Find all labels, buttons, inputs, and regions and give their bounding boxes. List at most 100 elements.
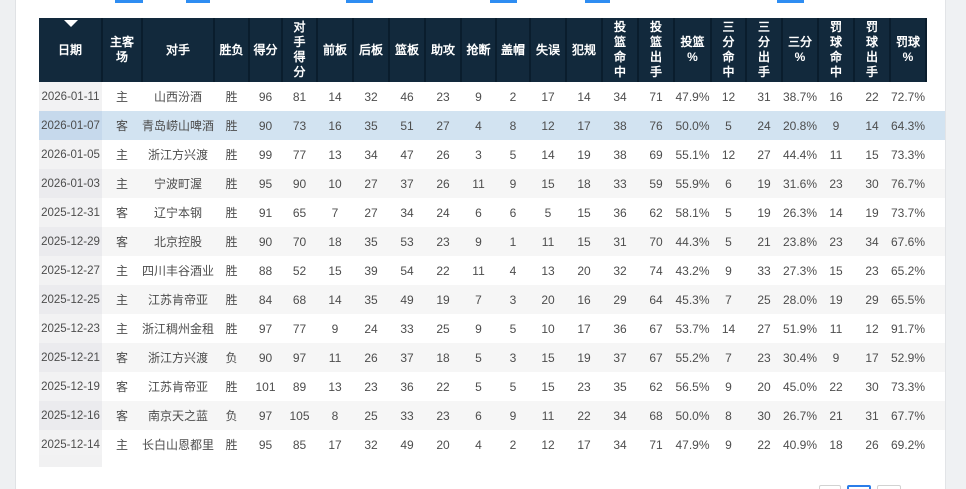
partial-next-row-date-cell (39, 455, 102, 467)
col-header-date[interactable]: 日期 (39, 18, 103, 82)
cell-points: 90 (249, 343, 283, 372)
cell-fouls: 15 (566, 227, 603, 256)
cell-opp_points: 68 (282, 285, 318, 314)
scrollbar-track[interactable] (945, 0, 966, 489)
cell-ft_made: 14 (818, 198, 855, 227)
table-row[interactable]: 2025-12-25 主江苏肯帝亚胜 84 68 14 35 49 19 7 3 20 16 29 64 4… (39, 285, 946, 314)
cell-three_pct: 23.8% (782, 227, 819, 256)
cell-opponent: 青岛崂山啤酒 (142, 111, 215, 140)
cell-three_pct: 26.3% (782, 198, 819, 227)
cell-ft_pct: 73.7% (890, 198, 927, 227)
cell-fouls: 17 (566, 314, 603, 343)
cell-fg_pct: 47.9% (674, 430, 712, 459)
cell-three_pct: 45.0% (782, 372, 819, 401)
cell-ft_made: 19 (818, 285, 855, 314)
cell-three_attempts: 27 (746, 314, 783, 343)
cell-ft_pct: 76.7% (890, 169, 927, 198)
cell-assists: 23 (425, 401, 462, 430)
cell-ft_pct: 67.6% (890, 227, 927, 256)
cell-steals: 11 (461, 169, 497, 198)
pagination-page-button[interactable] (819, 485, 841, 489)
cell-fg_pct: 47.9% (674, 82, 712, 111)
cell-result: 胜 (214, 285, 250, 314)
pagination-page-button[interactable] (877, 485, 901, 489)
cell-points: 90 (249, 111, 283, 140)
table-row[interactable]: 2025-12-19 客江苏肯帝亚胜 101 89 13 23 36 22 5 5 15 23 35 62… (39, 372, 946, 401)
table-row[interactable]: 2025-12-23 主浙江稠州金租胜 97 77 9 24 33 25 9 5 10 17 36 67 5… (39, 314, 946, 343)
cell-date: 2026-01-03 (39, 169, 102, 198)
table-row[interactable]: 2025-12-21 客浙江方兴渡负 90 97 11 26 37 18 5 3 15 19 37 67 5… (39, 343, 946, 372)
cell-fg_attempts: 71 (638, 430, 675, 459)
nav-underline (186, 0, 210, 3)
cell-date: 2025-12-23 (39, 314, 102, 343)
cell-home_away: 主 (102, 169, 142, 198)
col-header-fg_attempts: 投 篮 出 手 (638, 18, 676, 82)
cell-off_rebounds: 16 (317, 111, 354, 140)
left-gutter (0, 0, 16, 489)
cell-result: 胜 (214, 430, 250, 459)
cell-result: 胜 (214, 82, 250, 111)
cell-three_attempts: 25 (746, 285, 783, 314)
cell-points: 88 (249, 256, 283, 285)
nav-underline (346, 0, 373, 3)
nav-underline (777, 0, 804, 3)
col-header-fg_made: 投 篮 命 中 (602, 18, 640, 82)
cell-rebounds: 33 (389, 314, 426, 343)
col-header-rebounds: 篮板 (389, 18, 427, 82)
cell-fg_pct: 50.0% (674, 111, 712, 140)
sort-caret-icon[interactable] (64, 20, 78, 27)
table-row[interactable]: 2025-12-29 客北京控股胜 90 70 18 35 53 23 9 1 11 15 31 70 44… (39, 227, 946, 256)
cell-ft_attempts: 23 (854, 256, 891, 285)
cell-def_rebounds: 35 (353, 227, 390, 256)
cell-result: 负 (214, 343, 250, 372)
cell-ft_made: 9 (818, 111, 855, 140)
cell-off_rebounds: 17 (317, 430, 354, 459)
cell-ft_attempts: 19 (854, 198, 891, 227)
cell-three_pct: 38.7% (782, 82, 819, 111)
cell-fg_attempts: 59 (638, 169, 675, 198)
cell-off_rebounds: 13 (317, 140, 354, 169)
cell-assists: 19 (425, 285, 462, 314)
pagination-page-button-active[interactable] (847, 485, 871, 489)
cell-ft_made: 23 (818, 169, 855, 198)
cell-fg_attempts: 70 (638, 227, 675, 256)
cell-ft_pct: 65.2% (890, 256, 927, 285)
cell-ft_attempts: 29 (854, 285, 891, 314)
table-row[interactable]: 2025-12-16 客南京天之蓝负 97 105 8 25 33 23 6 9 11 22 34 68 5… (39, 401, 946, 430)
cell-fg_made: 33 (602, 169, 639, 198)
table-row[interactable]: 2026-01-11 主山西汾酒胜 96 81 14 32 46 23 9 2 17 14 34 71 47… (39, 82, 946, 111)
table-row[interactable]: 2025-12-14 主长白山恩都里胜 95 85 17 32 49 20 4 2 12 17 34 71… (39, 430, 946, 459)
cell-steals: 5 (461, 372, 497, 401)
cell-blocks: 6 (496, 198, 531, 227)
cell-home_away: 主 (102, 256, 142, 285)
cell-fg_pct: 50.0% (674, 401, 712, 430)
cell-opp_points: 105 (282, 401, 318, 430)
cell-three_pct: 30.4% (782, 343, 819, 372)
cell-ft_attempts: 15 (854, 140, 891, 169)
cell-ft_made: 11 (818, 140, 855, 169)
col-header-spacer (926, 18, 946, 82)
cell-ft_attempts: 31 (854, 401, 891, 430)
cell-fg_made: 31 (602, 227, 639, 256)
cell-assists: 22 (425, 372, 462, 401)
cell-spacer (926, 343, 946, 372)
cell-opponent: 长白山恩都里 (142, 430, 215, 459)
cell-ft_attempts: 26 (854, 430, 891, 459)
cell-fg_attempts: 74 (638, 256, 675, 285)
cell-home_away: 客 (102, 227, 142, 256)
table-row[interactable]: 2025-12-31 客辽宁本钢胜 91 65 7 27 34 24 6 6 5 15 36 62 58.1… (39, 198, 946, 227)
cell-spacer (926, 227, 946, 256)
table-row[interactable]: 2025-12-27 主四川丰谷酒业胜 88 52 15 39 54 22 11 4 13 20 32 7… (39, 256, 946, 285)
stats-table: 日期 主客 场对手 胜负 得分对 手 得 分前板 后板 篮板 助攻 抢断 盖帽 失误 犯规投 篮 命… (39, 18, 946, 459)
table-row[interactable]: 2026-01-05 主浙江方兴渡胜 99 77 13 34 47 26 3 5 14 19 38 69 5… (39, 140, 946, 169)
col-header-steals: 抢断 (461, 18, 498, 82)
cell-three_pct: 26.7% (782, 401, 819, 430)
cell-assists: 23 (425, 82, 462, 111)
cell-three_made: 14 (711, 314, 747, 343)
table-row[interactable]: 2026-01-07 客青岛崂山啤酒胜 90 73 16 35 51 27 4 8 12 17 38 76… (39, 111, 946, 140)
table-row[interactable]: 2026-01-03 主宁波町渥胜 95 90 10 27 37 26 11 9 15 18 33 59 5… (39, 169, 946, 198)
cell-def_rebounds: 24 (353, 314, 390, 343)
cell-three_made: 5 (711, 198, 747, 227)
cell-rebounds: 33 (389, 401, 426, 430)
cell-ft_attempts: 30 (854, 169, 891, 198)
